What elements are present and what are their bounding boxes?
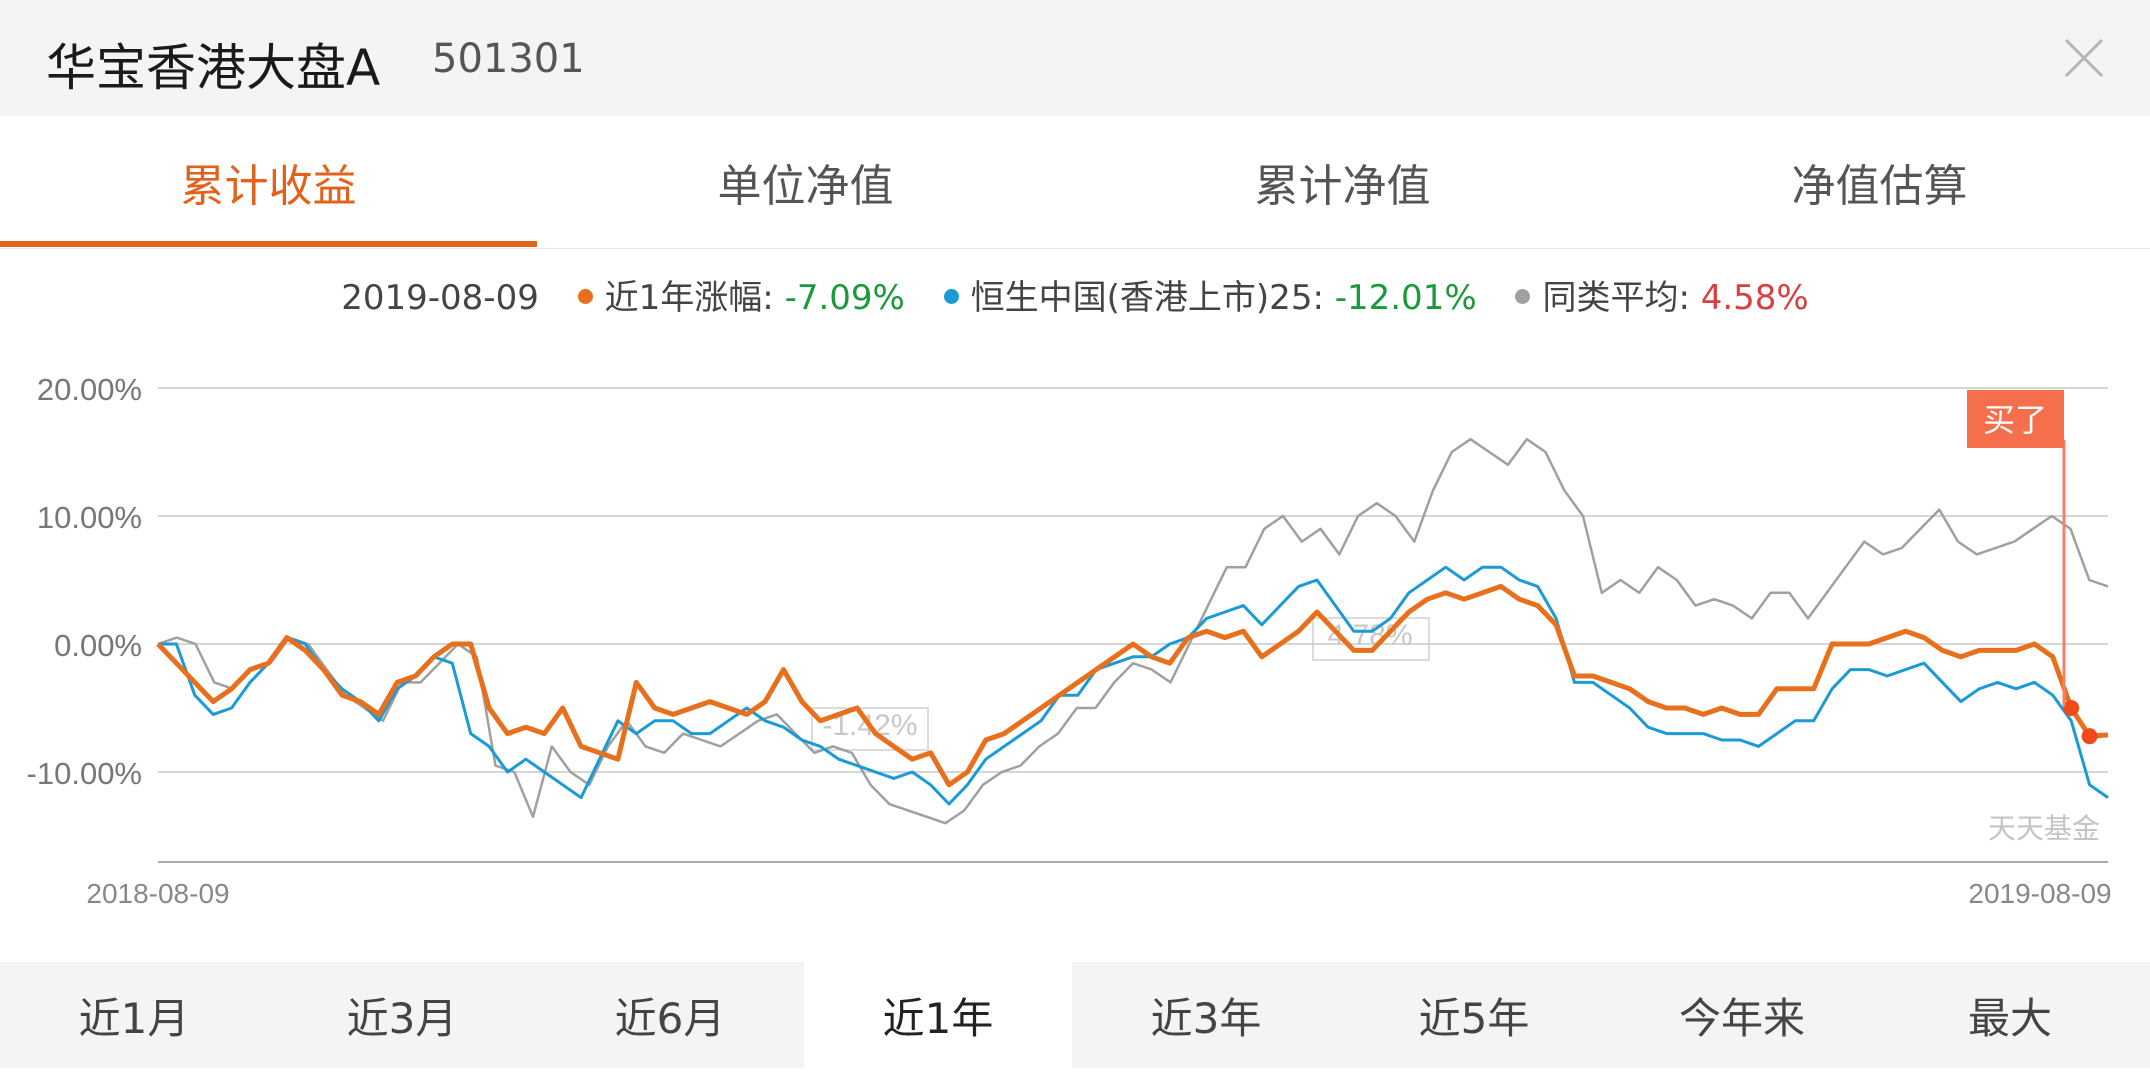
period-6m[interactable]: 近6月 <box>614 993 726 1043</box>
x-start-label: 2018-08-09 <box>86 878 229 909</box>
close-icon <box>2064 38 2104 78</box>
bottom-edge <box>0 1068 2150 1080</box>
index-series-dot <box>943 289 959 304</box>
legend-index-value: -12.01% <box>1334 278 1477 318</box>
chart-legend: 2019-08-09 近1年涨幅: -7.09% 恒生中国(香港上市)25: -… <box>341 278 1809 318</box>
ghost-label-2-box <box>1312 617 1430 661</box>
index-line <box>158 565 2109 806</box>
period-ytd[interactable]: 今年来 <box>1678 993 1805 1043</box>
y-tick-label: 0.00% <box>54 628 142 663</box>
fund-return-line <box>156 583 2109 788</box>
peer-series-dot <box>1515 289 1531 304</box>
peer-average-line <box>157 437 2109 825</box>
buy-badge-label: 买了 <box>1983 401 2047 439</box>
y-tick-label: 20.00% <box>37 372 142 407</box>
fund-series-dot <box>577 289 593 304</box>
legend-fund-value: -7.09% <box>784 278 905 318</box>
fund-code: 501301 <box>432 36 585 82</box>
tab-nav-estimate[interactable]: 净值估算 <box>1791 161 1968 212</box>
legend-peer-value: 4.58% <box>1700 278 1809 318</box>
period-3y[interactable]: 近3年 <box>1150 993 1262 1043</box>
period-1y[interactable]: 近1年 <box>804 962 1072 1068</box>
active-tab-indicator <box>0 241 537 247</box>
buy-badge[interactable]: 买了 <box>1967 390 2064 448</box>
close-button[interactable] <box>2056 30 2112 86</box>
period-3m[interactable]: 近3月 <box>346 993 458 1043</box>
x-end-label: 2019-08-09 <box>1968 878 2111 909</box>
ghost-label-1-box <box>811 707 929 751</box>
period-1m[interactable]: 近1月 <box>78 993 190 1043</box>
return-chart[interactable]: -1.42% 4.78% 20.00%10.00%0.00%-10.00% 买了… <box>0 340 2150 950</box>
period-max[interactable]: 最大 <box>1967 993 2052 1043</box>
period-selector: 近1月 近3月 近6月 近1年 近3年 近5年 今年来 最大 <box>0 962 2150 1068</box>
tab-cumulative-nav[interactable]: 累计净值 <box>1254 161 1431 212</box>
legend-date: 2019-08-09 <box>341 278 539 318</box>
watermark: 天天基金 <box>1988 812 2100 845</box>
y-tick-label: -10.00% <box>27 756 142 791</box>
legend-fund-name: 近1年涨幅 <box>604 278 763 318</box>
period-5y[interactable]: 近5年 <box>1418 993 1530 1043</box>
tab-cumulative-return[interactable]: 累计收益 <box>180 161 357 212</box>
tab-unit-nav[interactable]: 单位净值 <box>717 161 894 212</box>
fund-name: 华宝香港大盘A <box>46 39 381 97</box>
buy-point <box>2063 700 2080 716</box>
metric-tabs: 累计收益 单位净值 累计净值 净值估算 <box>0 116 2150 249</box>
y-tick-label: 10.00% <box>37 500 142 535</box>
legend-peer-name: 同类平均 <box>1542 278 1679 318</box>
fund-header: 华宝香港大盘A 501301 <box>0 0 2150 117</box>
legend-index-name: 恒生中国(香港上市)25 <box>970 278 1313 318</box>
current-point <box>2081 728 2098 745</box>
